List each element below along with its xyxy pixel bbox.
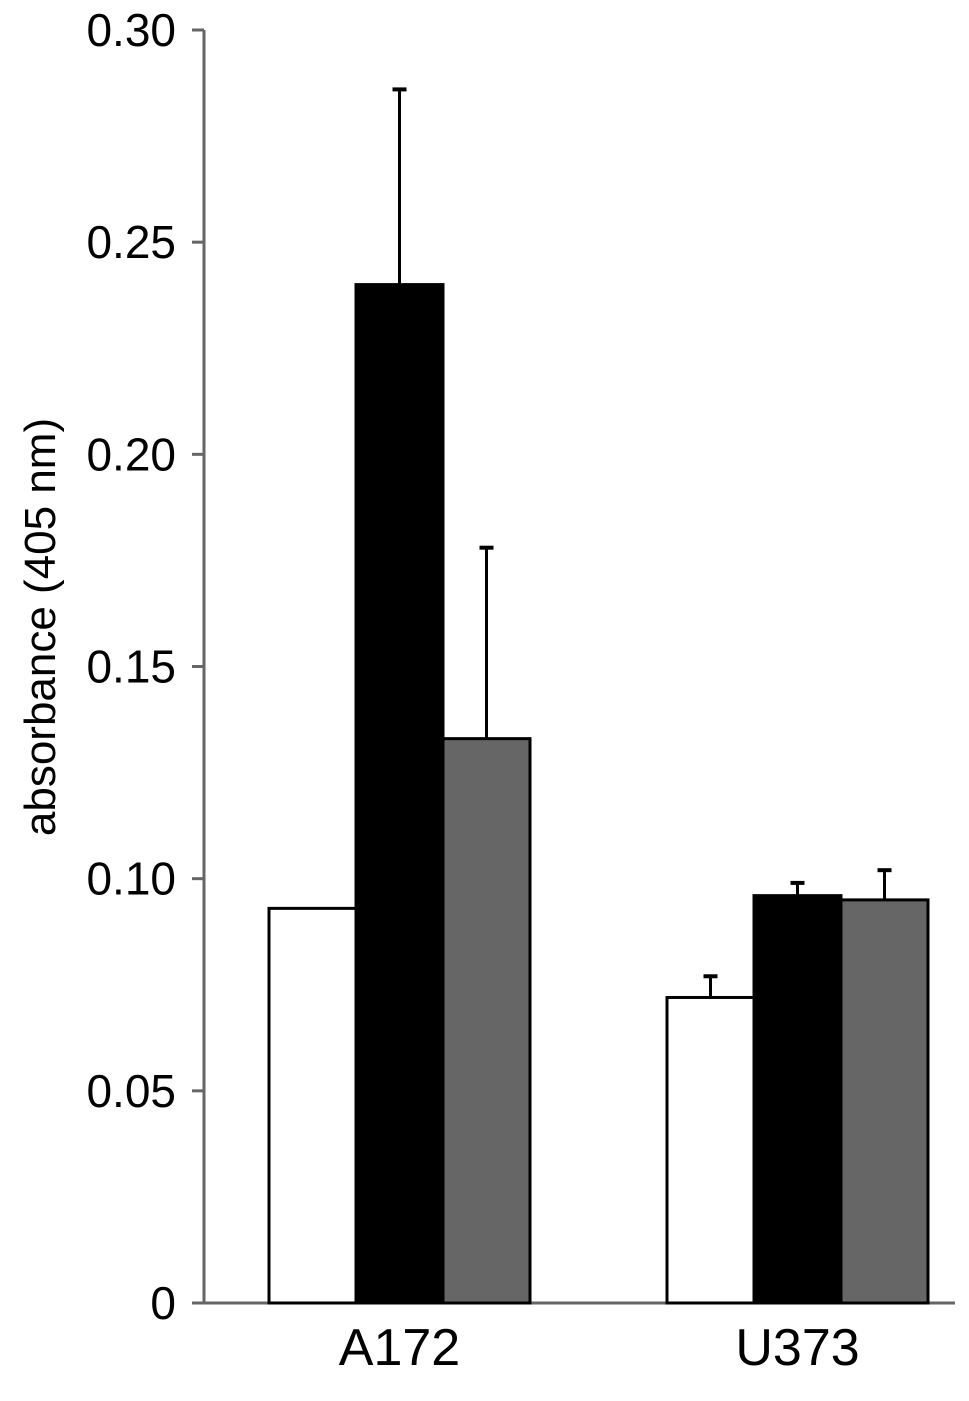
y-tick-label: 0.15: [86, 641, 176, 693]
bar: [441, 737, 532, 1305]
y-tick-label: 0.10: [86, 853, 176, 905]
bar: [752, 894, 843, 1305]
y-tick-label: 0.05: [86, 1065, 176, 1117]
y-axis-title: absorbance (405 nm): [16, 418, 65, 836]
bar: [267, 906, 358, 1305]
bar: [665, 995, 756, 1305]
x-category-label: U373: [735, 1319, 859, 1377]
plot-area: 0 0.05 0.10 0.15 0.20 0.25 0.30 A172 U373: [86, 4, 955, 1377]
y-tick-label: 0.20: [86, 428, 176, 480]
bar: [839, 898, 930, 1305]
y-tick-label: 0.25: [86, 216, 176, 268]
bar: [354, 283, 445, 1305]
y-tick-label: 0.30: [86, 4, 176, 56]
y-tick-label: 0: [150, 1277, 176, 1329]
x-category-label: A172: [339, 1319, 460, 1377]
